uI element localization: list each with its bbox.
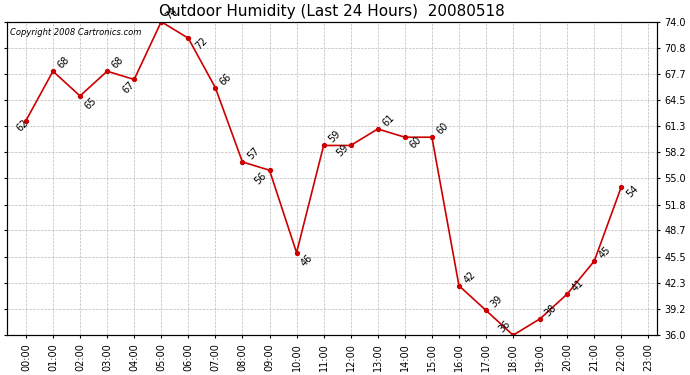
Text: 72: 72 (194, 35, 210, 51)
Text: 38: 38 (543, 302, 559, 318)
Text: 42: 42 (462, 269, 477, 285)
Text: 74: 74 (164, 5, 180, 21)
Text: 59: 59 (326, 129, 342, 145)
Text: 41: 41 (570, 278, 586, 293)
Text: 60: 60 (408, 135, 424, 150)
Text: 54: 54 (624, 184, 640, 200)
Text: Copyright 2008 Cartronics.com: Copyright 2008 Cartronics.com (10, 28, 141, 37)
Text: 61: 61 (381, 112, 396, 128)
Text: 65: 65 (83, 96, 99, 112)
Text: 39: 39 (489, 294, 504, 310)
Text: 66: 66 (218, 71, 234, 87)
Text: 59: 59 (334, 143, 350, 159)
Text: 68: 68 (56, 55, 72, 70)
Text: 68: 68 (110, 55, 126, 70)
Text: 60: 60 (435, 121, 451, 136)
Text: 36: 36 (496, 319, 512, 334)
Text: 56: 56 (253, 170, 268, 186)
Title: Outdoor Humidity (Last 24 Hours)  20080518: Outdoor Humidity (Last 24 Hours) 2008051… (159, 4, 504, 19)
Text: 45: 45 (597, 244, 613, 260)
Text: 46: 46 (299, 253, 315, 268)
Text: 57: 57 (245, 145, 261, 161)
Text: 67: 67 (120, 80, 136, 95)
Text: 62: 62 (14, 118, 30, 134)
